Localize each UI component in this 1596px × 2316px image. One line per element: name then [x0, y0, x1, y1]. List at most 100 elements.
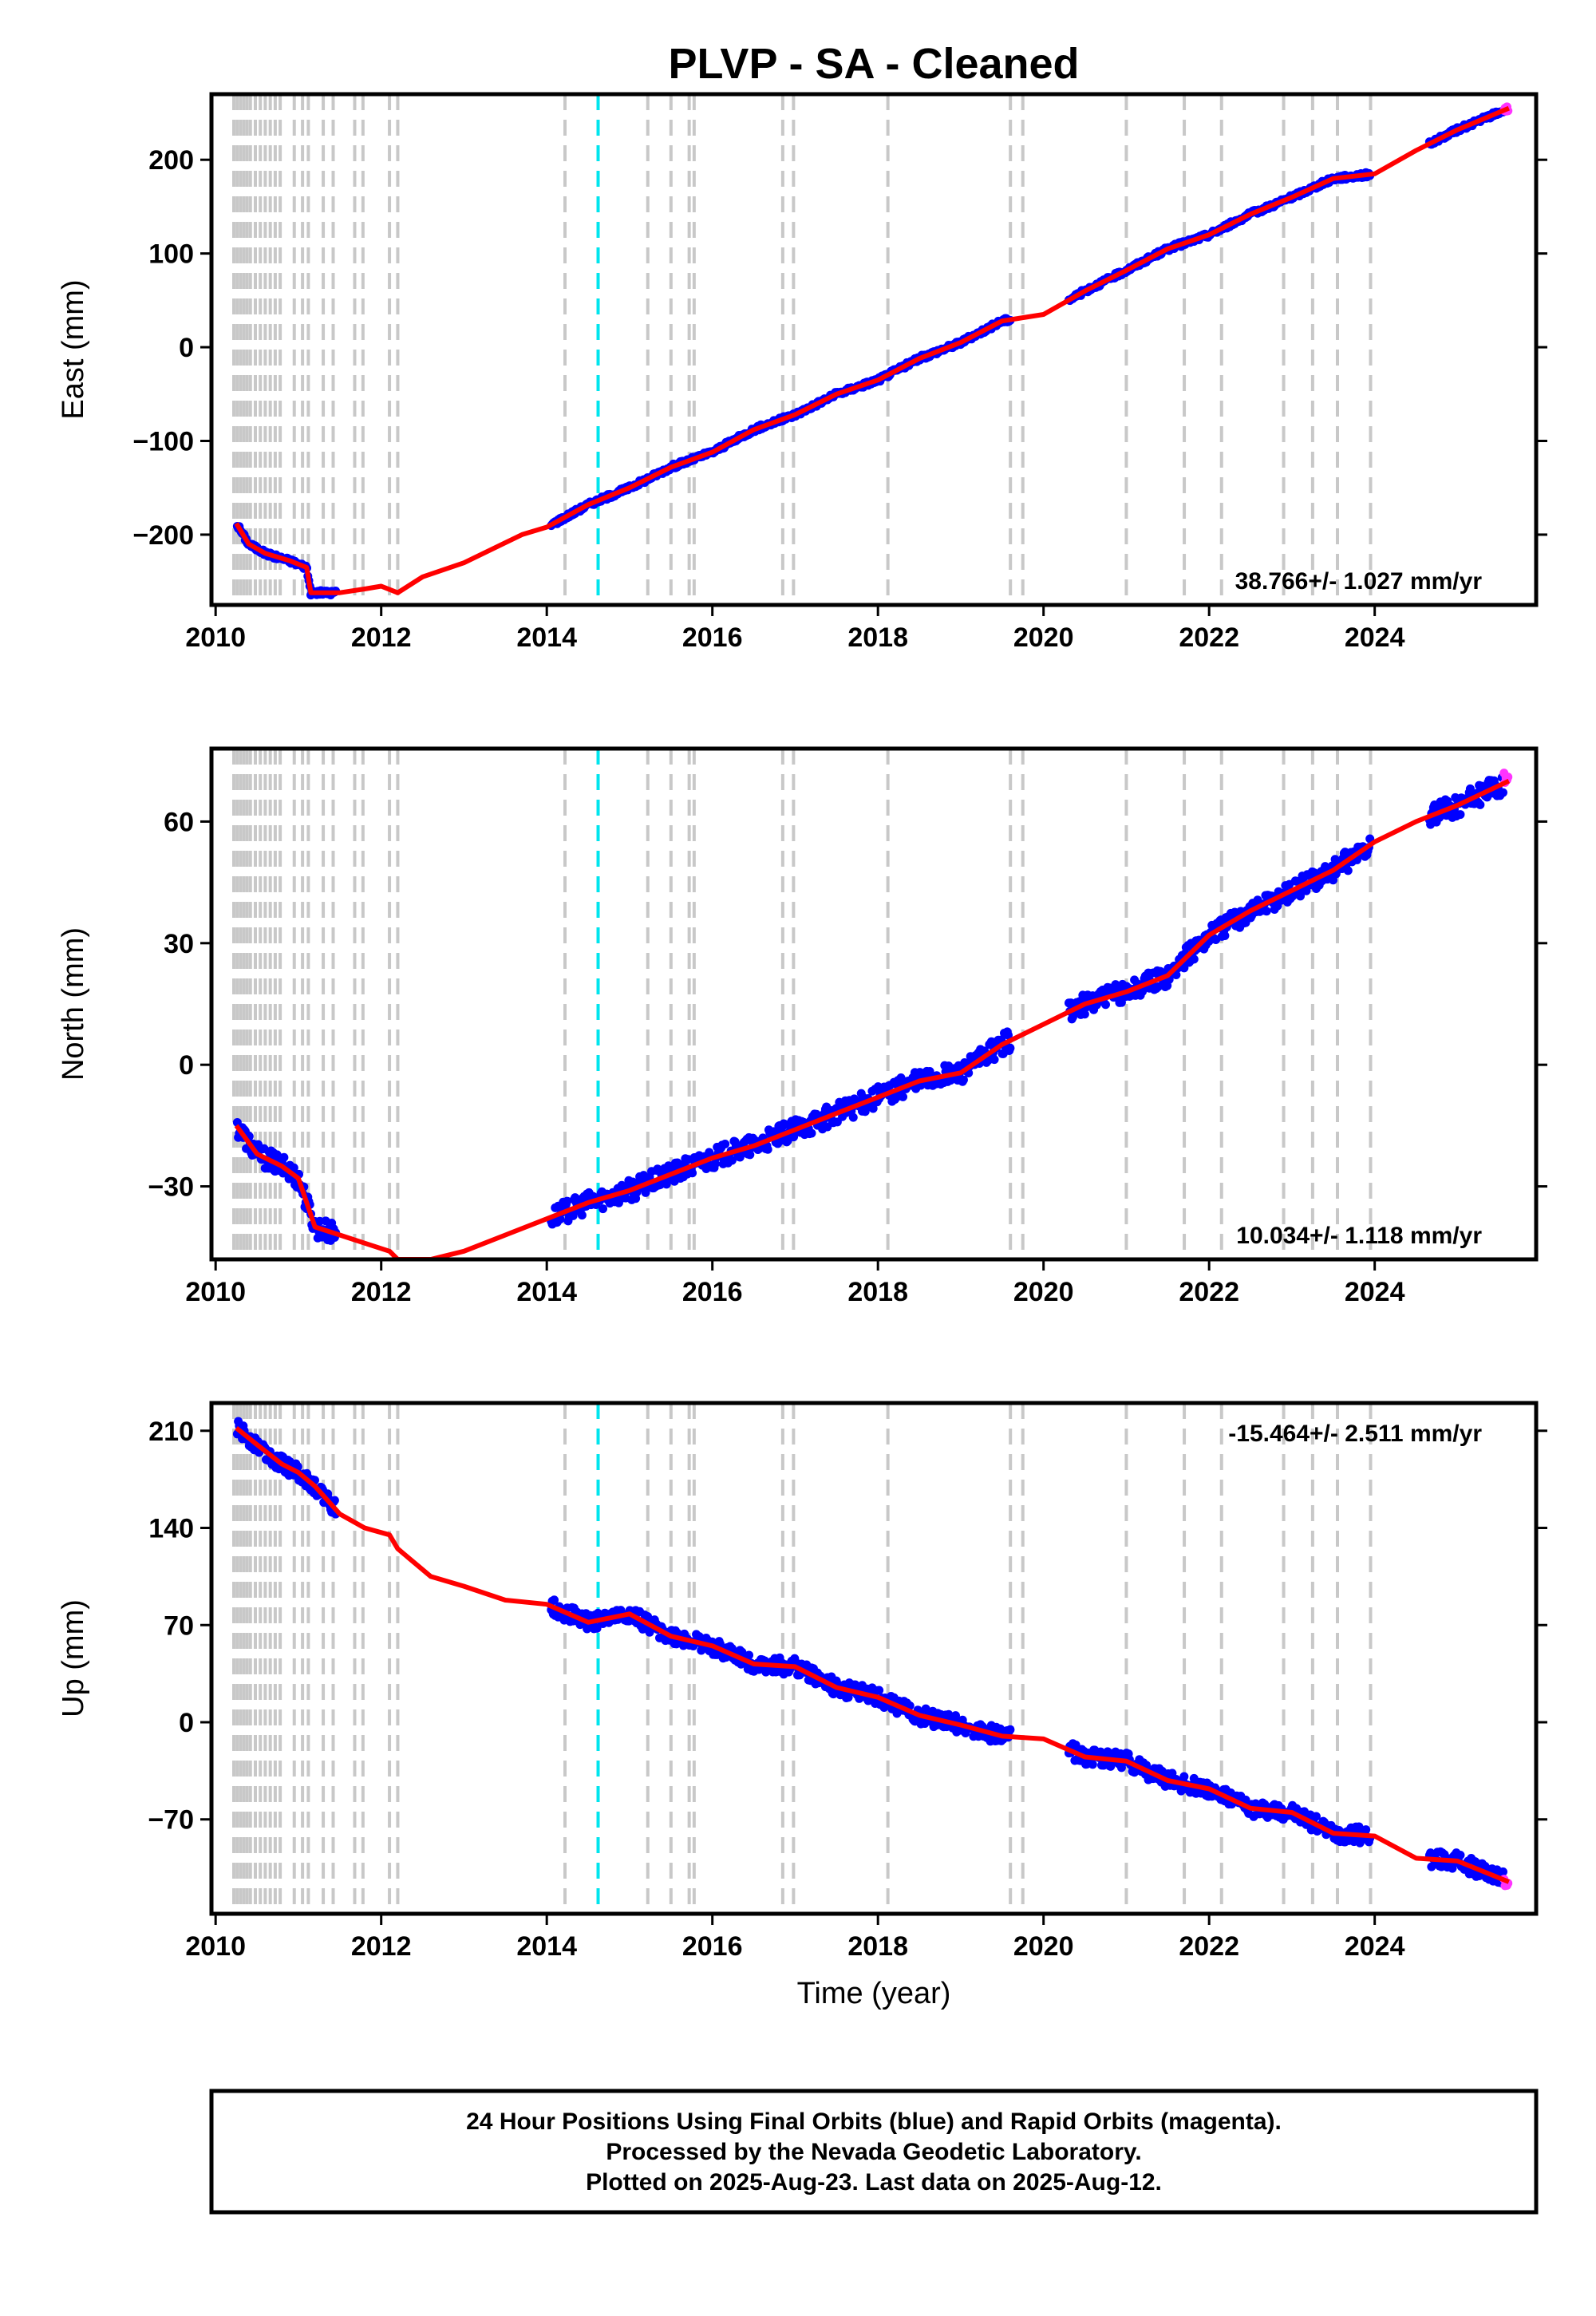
model-line: [234, 105, 1510, 595]
plot-frame: [209, 746, 1539, 1262]
y-tick-label: 60: [164, 807, 194, 837]
observation-point: [289, 1163, 298, 1172]
y-tick-label: 140: [148, 1514, 194, 1544]
model-line: [234, 778, 1511, 1259]
plot-area: [232, 749, 1513, 1259]
observation-point: [1005, 1043, 1015, 1053]
observation-point: [1465, 784, 1475, 793]
panel-up: 210 140 70 0 −70 2010 2012 2014 2016 2018 2020 2022…: [57, 1401, 1547, 1962]
observation-point: [1088, 1760, 1097, 1769]
observation-point: [563, 1196, 572, 1206]
x-tick-label: 2016: [682, 622, 743, 653]
observation-point: [1499, 1867, 1507, 1876]
y-tick-label: 30: [164, 929, 194, 959]
x-tick-label: 2024: [1345, 1277, 1405, 1307]
panel-east: 200 100 0 −100 −200 2010 2012 2014 2016 2018 2020 2…: [57, 92, 1547, 653]
observation-point: [1343, 866, 1353, 875]
x-tick-label: 2020: [1013, 1931, 1074, 1962]
observation-point: [721, 1140, 730, 1149]
x-tick-label: 2012: [351, 1931, 412, 1962]
x-tick-label: 2022: [1179, 1277, 1239, 1307]
rate-label: 10.034+/- 1.118 mm/yr: [1236, 1223, 1482, 1249]
x-tick-label: 2018: [847, 1277, 908, 1307]
observation-point: [598, 1204, 608, 1214]
observation-point: [1503, 773, 1513, 782]
plot-frame: [209, 1401, 1539, 1916]
observation-point: [550, 1595, 559, 1605]
observation-point: [789, 1132, 799, 1142]
y-axis-label: East (mm): [57, 279, 90, 419]
observation-point: [592, 1623, 602, 1633]
y-tick-label: −100: [132, 426, 194, 456]
x-tick-label: 2014: [516, 622, 577, 653]
x-tick-label: 2024: [1345, 1931, 1405, 1962]
footer-line-2: Processed by the Nevada Geodetic Laborat…: [606, 2139, 1141, 2165]
observation-point: [688, 1168, 697, 1178]
x-tick-label: 2020: [1013, 622, 1074, 653]
y-tick-label: 0: [179, 1050, 194, 1081]
model-line: [235, 1425, 1510, 1884]
observation-point: [1448, 1863, 1457, 1873]
y-tick-label: 210: [148, 1417, 194, 1447]
plot-area: [232, 94, 1513, 605]
x-tick-label: 2016: [682, 1277, 743, 1307]
plot-area: [232, 1403, 1513, 1914]
x-tick-label: 2018: [847, 1931, 908, 1962]
x-tick-label: 2010: [185, 1277, 246, 1307]
observation-point: [1456, 810, 1465, 820]
observation-point: [763, 1144, 772, 1154]
observation-point: [745, 1150, 755, 1160]
footer-line-1: 24 Hour Positions Using Final Orbits (bl…: [466, 2109, 1282, 2135]
observation-point: [1101, 1000, 1110, 1010]
x-tick-label: 2020: [1013, 1277, 1074, 1307]
observation-point: [807, 1128, 816, 1138]
observation-point: [577, 1211, 587, 1220]
observation-point: [875, 1686, 884, 1695]
y-axis-label: North (mm): [57, 927, 90, 1081]
footer-line-3: Plotted on 2025-Aug-23. Last data on 202…: [586, 2169, 1162, 2195]
x-tick-label: 2010: [185, 622, 246, 653]
y-tick-label: −70: [148, 1805, 194, 1836]
observation-point: [1189, 954, 1199, 964]
y-tick-label: 0: [179, 1708, 194, 1738]
observation-point: [958, 1075, 968, 1085]
observation-point: [990, 1055, 999, 1065]
x-axis-label: Time (year): [797, 1977, 951, 2010]
rate-label: -15.464+/- 2.511 mm/yr: [1228, 1421, 1482, 1447]
observation-point: [1179, 1772, 1189, 1781]
observation-point: [1005, 1725, 1015, 1734]
x-tick-label: 2010: [185, 1931, 246, 1962]
rate-label: 38.766+/- 1.027 mm/yr: [1235, 568, 1483, 595]
y-tick-label: −30: [148, 1172, 194, 1203]
chart-title: PLVP - SA - Cleaned: [668, 40, 1079, 88]
observation-point: [899, 1092, 908, 1101]
x-tick-label: 2012: [351, 622, 412, 653]
y-tick-label: 0: [179, 333, 194, 363]
y-axis-label: Up (mm): [57, 1599, 90, 1717]
y-tick-label: 70: [164, 1611, 194, 1641]
x-tick-label: 2014: [516, 1277, 577, 1307]
observation-point: [1476, 800, 1485, 809]
observation-point: [843, 1693, 853, 1702]
observation-point: [1003, 1030, 1013, 1040]
observation-point: [1361, 1825, 1371, 1835]
observation-point: [1456, 1851, 1465, 1860]
observation-point: [925, 1067, 934, 1077]
x-tick-label: 2012: [351, 1277, 412, 1307]
observation-point: [1262, 907, 1271, 916]
observation-point: [951, 1711, 961, 1721]
x-tick-label: 2022: [1179, 1931, 1239, 1962]
x-tick-label: 2018: [847, 622, 908, 653]
observation-point: [279, 1152, 289, 1162]
panel-north: 60 30 0 −30 2010 2012 2014 2016 2018 2020 2022 2024…: [57, 746, 1547, 1307]
observation-point: [1138, 986, 1148, 996]
observation-point: [1080, 1010, 1089, 1019]
footer-box: [209, 2089, 1539, 2215]
x-tick-label: 2024: [1345, 622, 1405, 653]
observation-point: [1106, 1761, 1116, 1771]
observation-point: [745, 1650, 754, 1660]
observation-point: [1296, 891, 1306, 901]
x-tick-label: 2022: [1179, 622, 1239, 653]
